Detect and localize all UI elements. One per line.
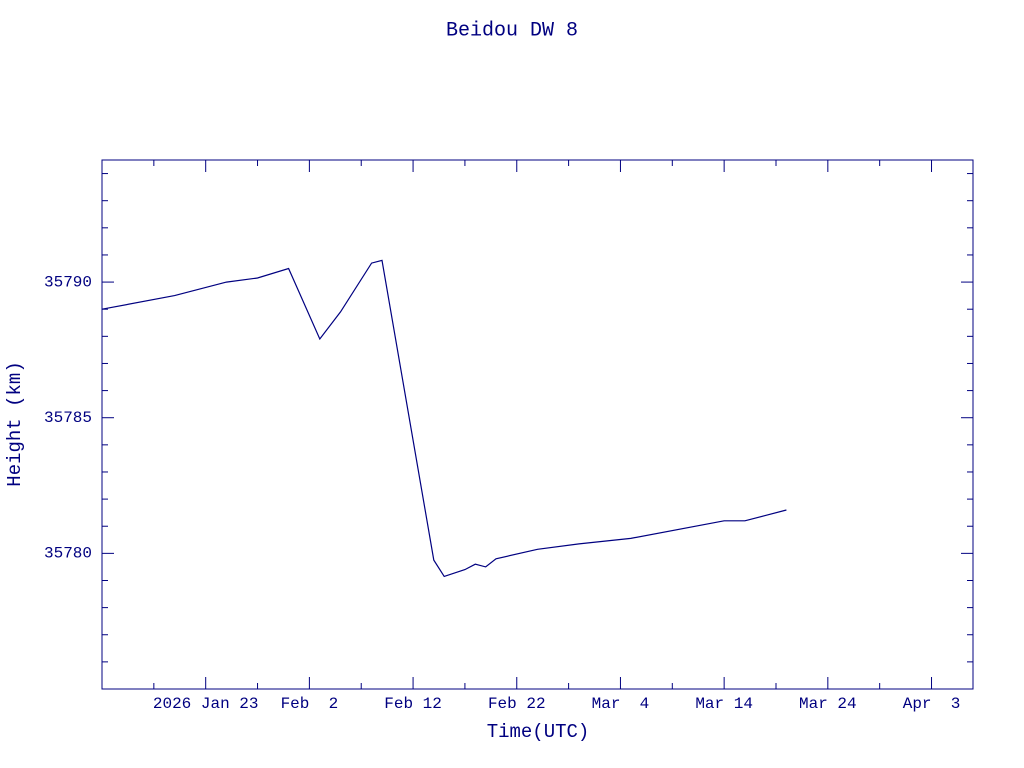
- x-tick-label: Apr 3: [903, 695, 961, 713]
- y-axis-label: Height (km): [4, 361, 26, 486]
- plot-frame: [101, 159, 974, 690]
- chart-title: Beidou DW 8: [446, 19, 578, 42]
- data-line: [101, 259, 787, 578]
- x-tick-label: 2026 Jan 23: [153, 695, 259, 713]
- x-tick-label: Feb 22: [488, 695, 546, 713]
- x-tick-label: Mar 14: [695, 695, 753, 713]
- y-tick-label: 35785: [44, 409, 92, 427]
- x-tick-label: Mar 4: [592, 695, 650, 713]
- x-tick-label: Feb 12: [384, 695, 442, 713]
- y-tick-label: 35790: [44, 273, 92, 291]
- x-tick-label: Feb 2: [281, 695, 339, 713]
- y-tick-label: 35780: [44, 545, 92, 563]
- x-tick-label: Mar 24: [799, 695, 857, 713]
- x-axis-label: Time(UTC): [487, 721, 590, 743]
